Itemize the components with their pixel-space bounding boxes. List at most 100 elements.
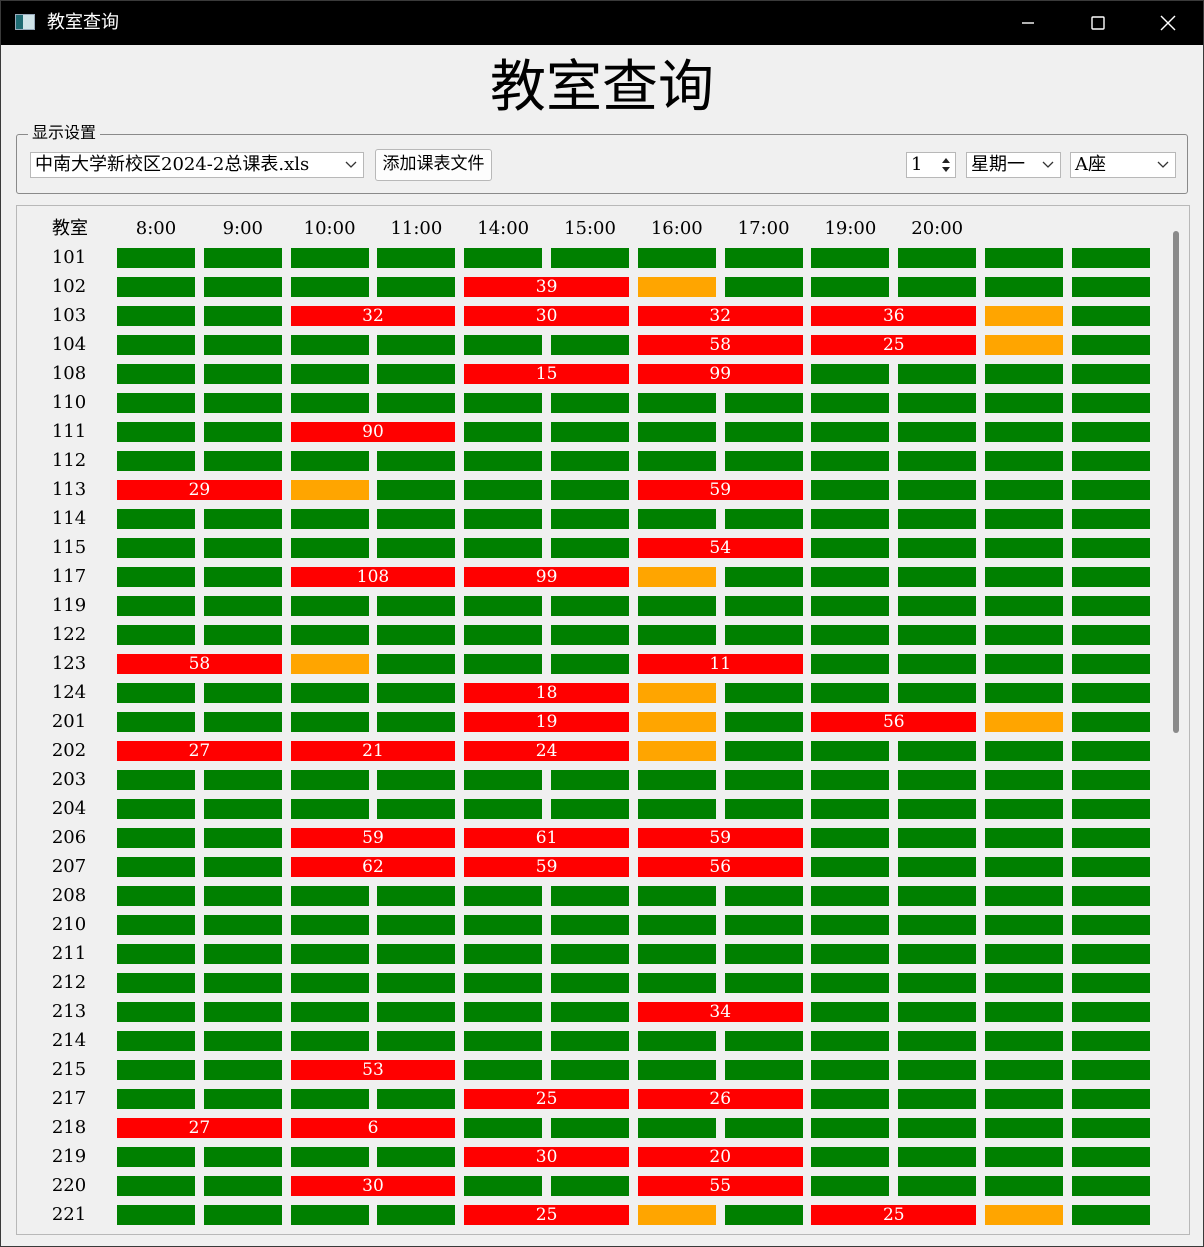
occupied-slot[interactable]: 54	[637, 538, 803, 558]
occupied-slot[interactable]: 30	[464, 1147, 629, 1167]
free-slot[interactable]	[551, 393, 629, 413]
free-slot[interactable]	[551, 451, 629, 471]
free-slot[interactable]	[117, 1089, 195, 1109]
free-slot[interactable]	[637, 799, 716, 819]
free-slot[interactable]	[811, 538, 890, 558]
free-slot[interactable]	[1071, 654, 1150, 674]
break-slot[interactable]	[290, 654, 369, 674]
free-slot[interactable]	[464, 886, 543, 906]
free-slot[interactable]	[377, 1205, 456, 1225]
free-slot[interactable]	[811, 828, 890, 848]
free-slot[interactable]	[724, 596, 803, 616]
free-slot[interactable]	[898, 915, 977, 935]
free-slot[interactable]	[117, 538, 195, 558]
week-spinbox[interactable]: 1	[906, 152, 956, 178]
free-slot[interactable]	[1071, 422, 1150, 442]
occupied-slot[interactable]: 99	[464, 567, 629, 587]
free-slot[interactable]	[985, 596, 1063, 616]
free-slot[interactable]	[377, 451, 456, 471]
free-slot[interactable]	[724, 944, 803, 964]
free-slot[interactable]	[637, 248, 716, 268]
free-slot[interactable]	[1071, 248, 1150, 268]
free-slot[interactable]	[203, 973, 282, 993]
free-slot[interactable]	[377, 799, 456, 819]
free-slot[interactable]	[464, 509, 543, 529]
free-slot[interactable]	[637, 770, 716, 790]
free-slot[interactable]	[551, 799, 629, 819]
free-slot[interactable]	[1071, 1060, 1150, 1080]
free-slot[interactable]	[898, 538, 977, 558]
free-slot[interactable]	[898, 944, 977, 964]
free-slot[interactable]	[290, 451, 369, 471]
free-slot[interactable]	[464, 1060, 543, 1080]
free-slot[interactable]	[724, 1118, 803, 1138]
free-slot[interactable]	[203, 509, 282, 529]
free-slot[interactable]	[117, 1031, 195, 1051]
free-slot[interactable]	[811, 973, 890, 993]
free-slot[interactable]	[985, 857, 1063, 877]
break-slot[interactable]	[985, 335, 1063, 355]
free-slot[interactable]	[117, 1176, 195, 1196]
occupied-slot[interactable]: 11	[637, 654, 803, 674]
free-slot[interactable]	[1071, 1205, 1150, 1225]
free-slot[interactable]	[377, 944, 456, 964]
free-slot[interactable]	[1071, 1089, 1150, 1109]
free-slot[interactable]	[117, 973, 195, 993]
free-slot[interactable]	[811, 1118, 890, 1138]
free-slot[interactable]	[1071, 741, 1150, 761]
free-slot[interactable]	[464, 973, 543, 993]
free-slot[interactable]	[985, 422, 1063, 442]
spin-arrows-icon[interactable]	[939, 154, 953, 176]
free-slot[interactable]	[811, 509, 890, 529]
free-slot[interactable]	[985, 828, 1063, 848]
free-slot[interactable]	[637, 625, 716, 645]
free-slot[interactable]	[985, 248, 1063, 268]
free-slot[interactable]	[898, 1147, 977, 1167]
free-slot[interactable]	[811, 567, 890, 587]
free-slot[interactable]	[290, 973, 369, 993]
free-slot[interactable]	[117, 451, 195, 471]
free-slot[interactable]	[203, 828, 282, 848]
free-slot[interactable]	[117, 596, 195, 616]
free-slot[interactable]	[724, 1031, 803, 1051]
free-slot[interactable]	[464, 335, 543, 355]
free-slot[interactable]	[898, 364, 977, 384]
free-slot[interactable]	[377, 1031, 456, 1051]
free-slot[interactable]	[985, 277, 1063, 297]
free-slot[interactable]	[724, 799, 803, 819]
free-slot[interactable]	[985, 1031, 1063, 1051]
free-slot[interactable]	[724, 625, 803, 645]
free-slot[interactable]	[985, 1176, 1063, 1196]
free-slot[interactable]	[203, 625, 282, 645]
free-slot[interactable]	[1071, 567, 1150, 587]
free-slot[interactable]	[551, 480, 629, 500]
free-slot[interactable]	[203, 770, 282, 790]
free-slot[interactable]	[811, 277, 890, 297]
free-slot[interactable]	[898, 828, 977, 848]
free-slot[interactable]	[898, 596, 977, 616]
free-slot[interactable]	[985, 915, 1063, 935]
free-slot[interactable]	[724, 248, 803, 268]
free-slot[interactable]	[898, 567, 977, 587]
free-slot[interactable]	[1071, 944, 1150, 964]
occupied-slot[interactable]: 61	[464, 828, 629, 848]
free-slot[interactable]	[985, 538, 1063, 558]
free-slot[interactable]	[985, 770, 1063, 790]
occupied-slot[interactable]: 21	[290, 741, 456, 761]
free-slot[interactable]	[724, 770, 803, 790]
occupied-slot[interactable]: 39	[464, 277, 629, 297]
free-slot[interactable]	[1071, 364, 1150, 384]
break-slot[interactable]	[985, 712, 1063, 732]
free-slot[interactable]	[290, 625, 369, 645]
free-slot[interactable]	[637, 1118, 716, 1138]
occupied-slot[interactable]: 25	[464, 1089, 629, 1109]
free-slot[interactable]	[898, 799, 977, 819]
free-slot[interactable]	[551, 886, 629, 906]
free-slot[interactable]	[1071, 886, 1150, 906]
free-slot[interactable]	[203, 799, 282, 819]
free-slot[interactable]	[724, 451, 803, 471]
free-slot[interactable]	[117, 306, 195, 326]
free-slot[interactable]	[551, 1118, 629, 1138]
free-slot[interactable]	[290, 335, 369, 355]
free-slot[interactable]	[117, 625, 195, 645]
